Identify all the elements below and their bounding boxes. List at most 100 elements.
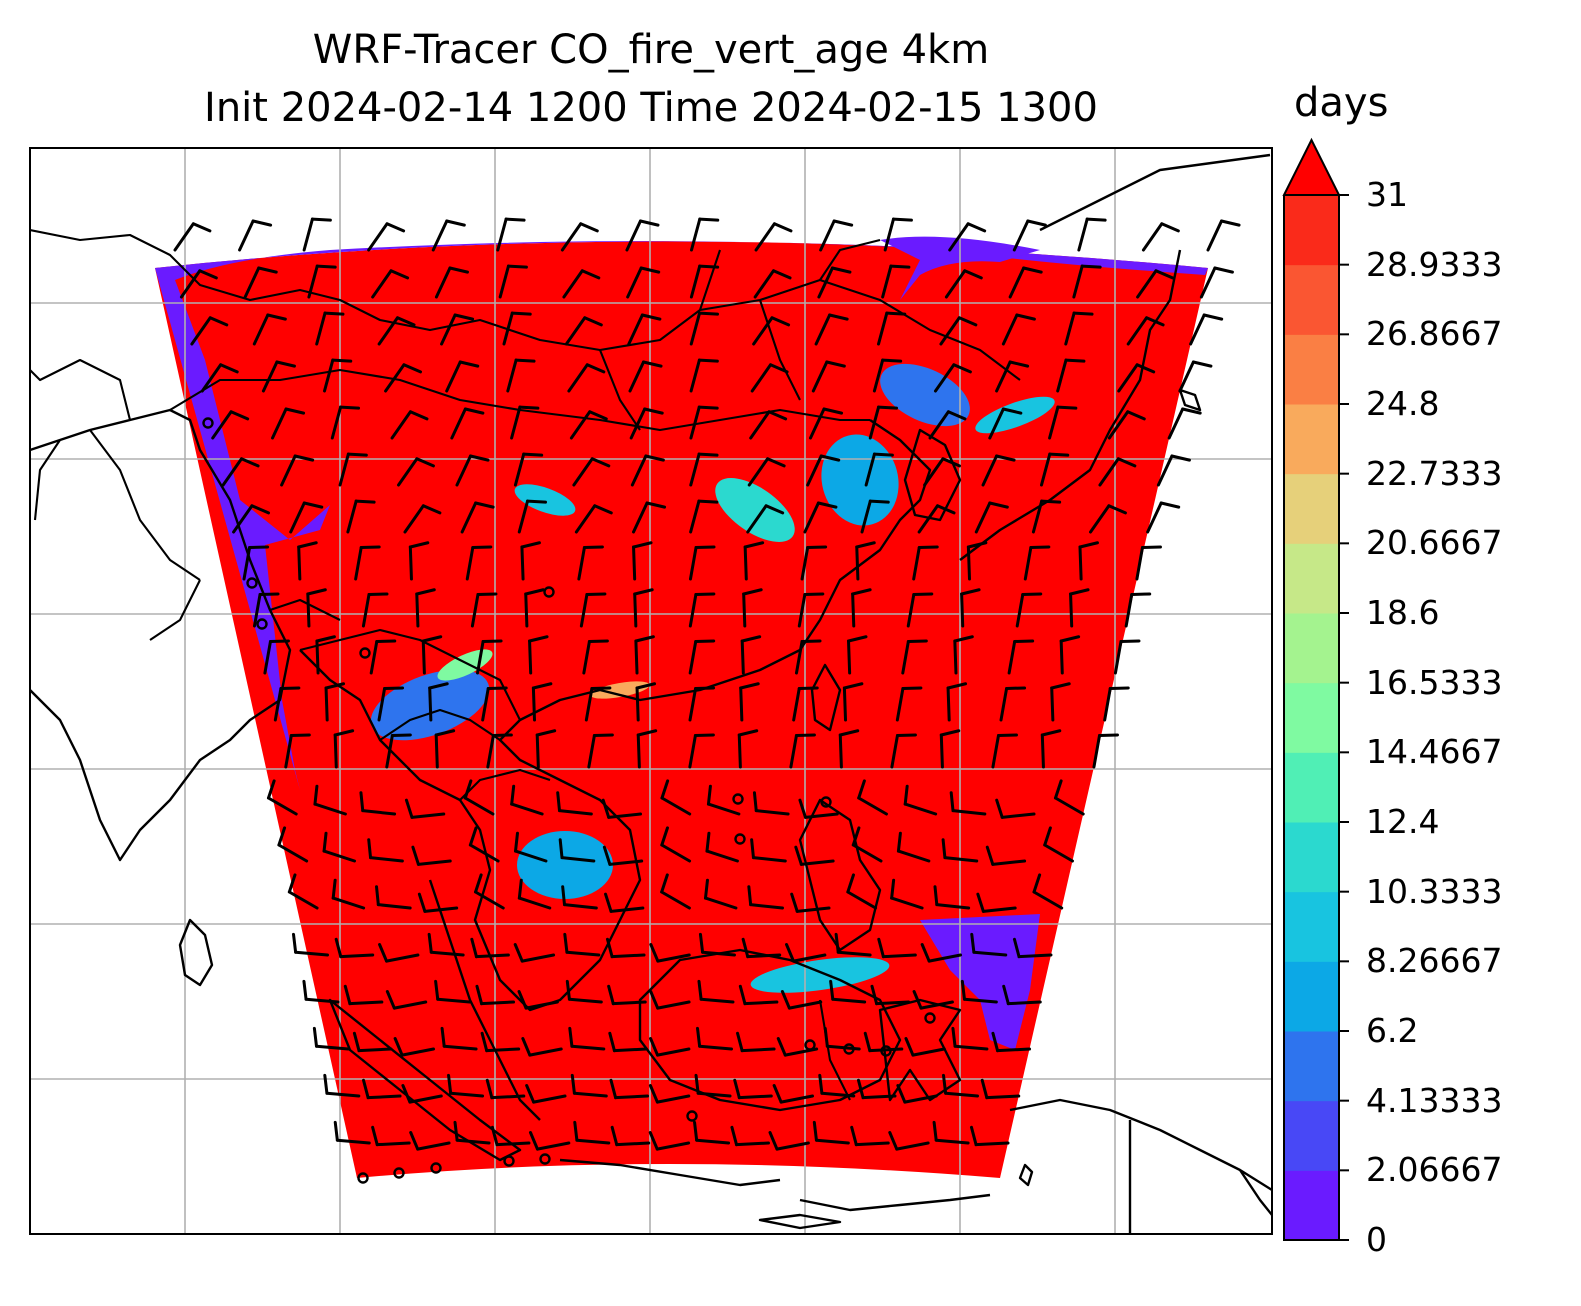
wind-barb (475, 984, 516, 1006)
wind-barb (942, 1073, 979, 1098)
calm-wind-circle (804, 1039, 816, 1051)
wind-barb (912, 545, 939, 581)
wind-barb (605, 937, 646, 959)
wind-barb (923, 457, 961, 487)
wind-barb (739, 682, 760, 722)
wind-barb (888, 1131, 930, 1151)
wind-barb (696, 1026, 733, 1051)
wind-barb (976, 892, 1017, 913)
wind-barb (445, 360, 480, 393)
colorbar-segment (1284, 264, 1339, 335)
low-age-regions (155, 236, 1208, 1050)
wind-barb (367, 222, 406, 252)
wind-barb (648, 1084, 691, 1104)
wind-barb (933, 885, 971, 910)
calm-wind-circle (503, 1155, 515, 1167)
wind-barb (969, 1125, 1010, 1147)
wind-barb (417, 892, 459, 913)
wind-barb (741, 937, 782, 959)
wind-barb (798, 798, 839, 819)
wind-barb (634, 635, 655, 675)
wind-barb (573, 1120, 611, 1145)
wind-barb (838, 729, 860, 769)
wind-barb (520, 541, 541, 581)
calm-wind-circle (430, 1162, 442, 1174)
wind-barb (401, 1084, 443, 1104)
wind-barb (1069, 588, 1090, 628)
wind-barb (1043, 826, 1074, 863)
wind-barb (1117, 363, 1156, 393)
colorbar-outline (1283, 195, 1340, 1241)
wind-barb (742, 588, 763, 628)
wind-barb (1113, 639, 1141, 675)
colorbar-tick-label: 12.4 (1366, 802, 1440, 841)
wind-barb (440, 313, 475, 346)
wind-barb (609, 1078, 650, 1100)
wind-barb (626, 266, 661, 299)
colorbar-segment (1284, 195, 1339, 266)
wind-barb (693, 1120, 731, 1145)
wind-barb (752, 791, 790, 816)
wind-barb (703, 878, 738, 910)
wind-barb (850, 1125, 890, 1147)
wind-barb (941, 838, 979, 863)
wind-barb (1056, 358, 1086, 393)
wind-barb (284, 733, 311, 769)
wind-barbs (173, 217, 1241, 1184)
wind-barb (970, 932, 1008, 957)
map-frame (29, 147, 1273, 1235)
wind-barb (904, 1037, 946, 1057)
wind-barb (531, 682, 553, 722)
wind-barb (179, 269, 218, 299)
wind-barb (470, 592, 498, 628)
map-subtitle: Init 2024-02-14 1200 Time 2024-02-15 130… (204, 85, 1098, 131)
calm-wind-circle (543, 586, 555, 598)
wind-barb (556, 791, 593, 816)
wind-barb (173, 222, 212, 252)
colorbar-tick-label: 14.4667 (1366, 732, 1503, 772)
wind-barb (635, 682, 657, 722)
wind-barb (415, 588, 436, 628)
wind-barb (297, 541, 318, 581)
wind-barb (587, 733, 614, 769)
wind-barb (517, 990, 559, 1010)
wind-barb (790, 892, 831, 913)
wind-barb (521, 1037, 563, 1057)
wind-barb (1048, 405, 1078, 440)
wind-barb (465, 545, 493, 581)
colorbar-tick-label: 31 (1366, 175, 1408, 214)
wind-barb (818, 1073, 856, 1098)
wind-barb (834, 932, 872, 957)
wind-barb (485, 1078, 526, 1100)
calm-wind-circle (924, 1012, 936, 1024)
wind-barb (949, 791, 987, 816)
wind-barb (393, 1037, 436, 1057)
wind-barb (1167, 407, 1202, 440)
wind-barb (411, 845, 452, 866)
wind-barb (881, 264, 911, 299)
wind-barb (371, 269, 410, 299)
wind-barb (1206, 219, 1241, 252)
colorbar-segment (1284, 1170, 1339, 1241)
calm-wind-circle (539, 1153, 551, 1165)
wind-barb (1064, 311, 1094, 346)
calm-wind-circle (686, 1110, 698, 1122)
wind-barb (463, 779, 495, 816)
wind-barb (408, 541, 430, 581)
wind-barb (903, 784, 938, 816)
wind-barb (343, 984, 384, 1006)
wind-barb (649, 943, 691, 963)
colorbar-segment (1284, 682, 1339, 753)
wind-barb (289, 501, 324, 534)
wind-barb (570, 1073, 608, 1098)
wind-barb (1103, 686, 1130, 722)
wind-barb (870, 984, 911, 1006)
wind-barb (749, 410, 788, 440)
wind-barb (794, 639, 822, 675)
wind-barb (698, 932, 736, 957)
wind-barb (331, 878, 366, 910)
wind-barb (817, 266, 852, 299)
wind-barb (453, 1120, 491, 1145)
wind-barb (369, 639, 397, 675)
wind-barb (190, 316, 229, 346)
